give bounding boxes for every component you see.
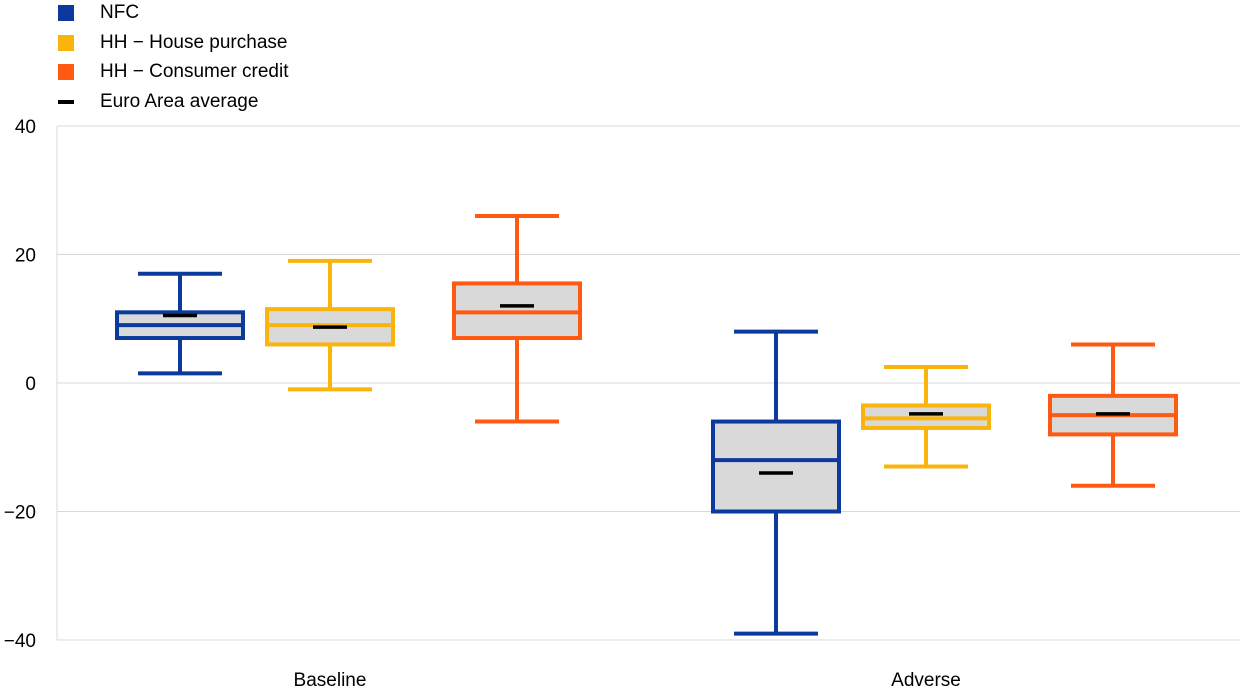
- legend-swatch-house-purchase: [58, 35, 74, 51]
- legend-label-house-purchase: HH − House purchase: [100, 32, 288, 53]
- y-tick-label: 0: [25, 374, 36, 395]
- legend-item-nfc: NFC: [58, 2, 378, 23]
- legend-swatch-nfc: [58, 5, 74, 21]
- box: [711, 419, 841, 514]
- x-tick-label: Baseline: [294, 670, 367, 691]
- legend-swatch-euro-area-average: [58, 100, 74, 104]
- legend-item-consumer-credit: HH − Consumer credit: [58, 61, 378, 82]
- y-tick-label: 40: [15, 117, 36, 138]
- y-tick-label: −40: [4, 631, 36, 652]
- legend-label-euro-area-average: Euro Area average: [100, 91, 259, 112]
- legend-label-consumer-credit: HH − Consumer credit: [100, 61, 289, 82]
- y-tick-label: −20: [4, 503, 36, 524]
- legend-swatch-consumer-credit: [58, 64, 74, 80]
- y-tick-label: 20: [15, 246, 36, 267]
- legend-label-nfc: NFC: [100, 2, 140, 23]
- legend-item-house-purchase: HH − House purchase: [58, 32, 378, 53]
- x-tick-label: Adverse: [891, 670, 961, 691]
- legend-item-euro-area-average: Euro Area average: [58, 91, 378, 112]
